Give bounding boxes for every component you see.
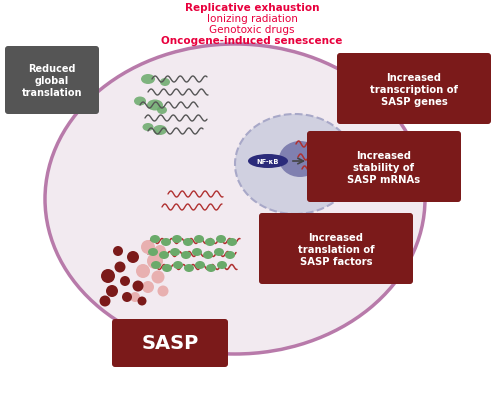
Ellipse shape [160, 79, 170, 87]
Circle shape [101, 270, 115, 283]
Ellipse shape [235, 115, 355, 214]
Ellipse shape [195, 261, 205, 270]
Text: Oncogene-induced senescence: Oncogene-induced senescence [162, 36, 342, 46]
Ellipse shape [194, 236, 204, 243]
Ellipse shape [153, 126, 167, 136]
FancyBboxPatch shape [337, 54, 491, 125]
Ellipse shape [162, 264, 172, 272]
Text: SASP: SASP [142, 334, 199, 353]
Ellipse shape [142, 124, 154, 132]
Text: Increased
stability of
SASP mRNAs: Increased stability of SASP mRNAs [348, 151, 420, 184]
Ellipse shape [248, 155, 288, 169]
Circle shape [113, 246, 123, 256]
Ellipse shape [148, 248, 158, 256]
Circle shape [120, 276, 130, 286]
Circle shape [106, 285, 118, 297]
Ellipse shape [134, 97, 146, 106]
Circle shape [147, 254, 163, 270]
Ellipse shape [184, 264, 194, 272]
Ellipse shape [181, 252, 191, 259]
Circle shape [138, 297, 146, 306]
Ellipse shape [192, 248, 202, 256]
Ellipse shape [227, 238, 237, 246]
Ellipse shape [159, 252, 169, 259]
Text: Genotoxic drugs: Genotoxic drugs [210, 25, 295, 35]
Ellipse shape [214, 248, 224, 256]
Ellipse shape [150, 236, 160, 243]
FancyBboxPatch shape [112, 319, 228, 367]
Ellipse shape [203, 252, 213, 259]
Ellipse shape [161, 238, 171, 246]
Ellipse shape [170, 248, 180, 256]
Text: Ionizing radiation: Ionizing radiation [206, 14, 298, 24]
Ellipse shape [151, 261, 161, 270]
FancyBboxPatch shape [259, 213, 413, 284]
Ellipse shape [173, 261, 183, 270]
Circle shape [141, 240, 155, 254]
Circle shape [127, 252, 139, 263]
Text: Increased
translation of
SASP factors: Increased translation of SASP factors [298, 233, 374, 266]
Circle shape [132, 281, 143, 292]
Circle shape [158, 286, 168, 297]
Ellipse shape [45, 45, 425, 354]
Text: Replicative exhaustion: Replicative exhaustion [185, 3, 320, 13]
Ellipse shape [217, 261, 227, 270]
Ellipse shape [216, 236, 226, 243]
Circle shape [142, 281, 154, 293]
Ellipse shape [147, 100, 163, 111]
Ellipse shape [172, 236, 182, 243]
Circle shape [152, 271, 164, 284]
Circle shape [100, 296, 110, 307]
Ellipse shape [205, 238, 215, 246]
Circle shape [114, 262, 126, 273]
Text: Increased
transcription of
SASP genes: Increased transcription of SASP genes [370, 73, 458, 106]
Text: Reduced
global
translation: Reduced global translation [22, 64, 82, 97]
Ellipse shape [206, 264, 216, 272]
FancyBboxPatch shape [307, 132, 461, 202]
Circle shape [154, 245, 166, 257]
Ellipse shape [157, 107, 167, 115]
Circle shape [122, 292, 132, 302]
Text: NF-κB: NF-κB [257, 159, 279, 164]
Ellipse shape [183, 238, 193, 246]
Ellipse shape [279, 142, 321, 178]
Circle shape [136, 264, 150, 278]
Ellipse shape [141, 75, 155, 85]
Ellipse shape [225, 252, 235, 259]
Circle shape [130, 292, 140, 302]
FancyBboxPatch shape [5, 47, 99, 115]
